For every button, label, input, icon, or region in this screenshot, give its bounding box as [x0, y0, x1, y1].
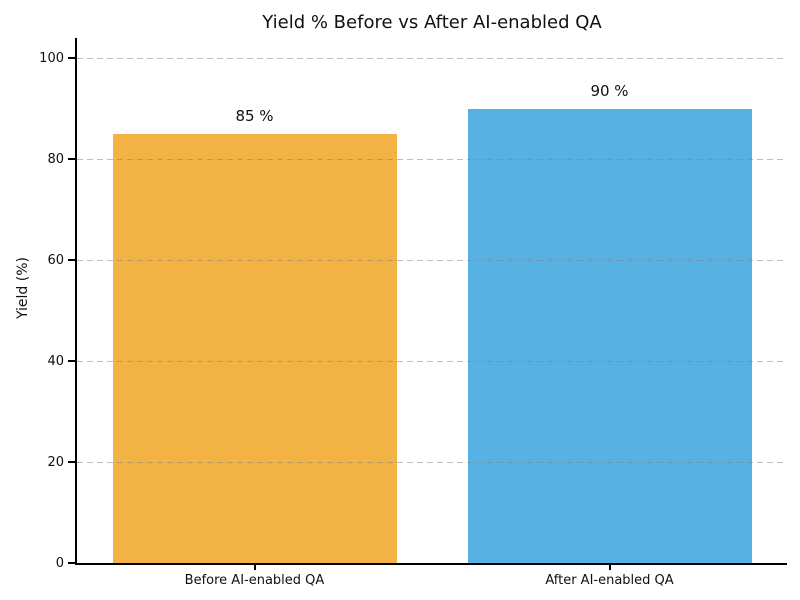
gridline	[77, 360, 787, 362]
gridline	[77, 57, 787, 59]
y-axis-tick-label: 100	[39, 51, 64, 67]
y-axis-tick-label: 20	[47, 455, 64, 471]
x-axis-tick-label: Before AI-enabled QA	[184, 573, 325, 588]
y-tick-mark	[68, 158, 75, 161]
y-axis-tick-label: 0	[55, 556, 64, 571]
bar-value-label: 85 %	[235, 106, 274, 125]
y-tick-mark	[68, 360, 75, 363]
x-tick-mark	[253, 565, 256, 570]
bar-value-label: 90 %	[590, 81, 629, 100]
y-tick-mark	[68, 562, 75, 564]
y-axis-tick-label: 60	[47, 253, 64, 269]
y-axis-tick-label: 40	[47, 354, 64, 370]
gridline	[77, 259, 787, 261]
x-axis-tick-label: After AI-enabled QA	[545, 573, 674, 588]
bar	[112, 133, 397, 563]
y-axis-spine	[75, 38, 77, 565]
gridline	[77, 158, 787, 160]
y-axis-tick-label: 80	[47, 152, 64, 168]
bar	[467, 108, 752, 563]
gridline	[77, 461, 787, 463]
x-axis-spine	[75, 563, 787, 565]
x-tick-mark	[608, 565, 611, 570]
plot-area: 85 % 90 %	[75, 38, 787, 565]
y-tick-mark	[68, 57, 75, 60]
y-tick-mark	[68, 259, 75, 262]
chart-title: Yield % Before vs After AI-enabled QA	[262, 12, 602, 33]
y-tick-mark	[68, 461, 75, 464]
